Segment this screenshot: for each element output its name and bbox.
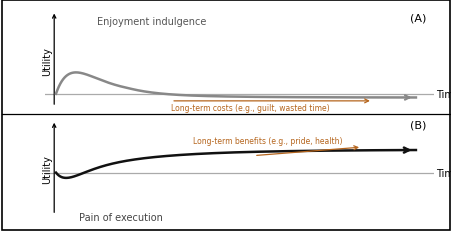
Text: Long-term costs (e.g., guilt, wasted time): Long-term costs (e.g., guilt, wasted tim… [171,104,329,113]
Text: Utility: Utility [42,47,52,76]
Text: Utility: Utility [42,154,52,183]
Text: Time→: Time→ [435,168,451,178]
Text: (B): (B) [410,120,426,130]
Text: Time→: Time→ [435,89,451,99]
Text: Pain of execution: Pain of execution [79,212,163,222]
Text: Enjoyment indulgence: Enjoyment indulgence [97,17,206,27]
Text: Long-term benefits (e.g., pride, health): Long-term benefits (e.g., pride, health) [192,137,341,146]
Text: (A): (A) [410,13,426,23]
